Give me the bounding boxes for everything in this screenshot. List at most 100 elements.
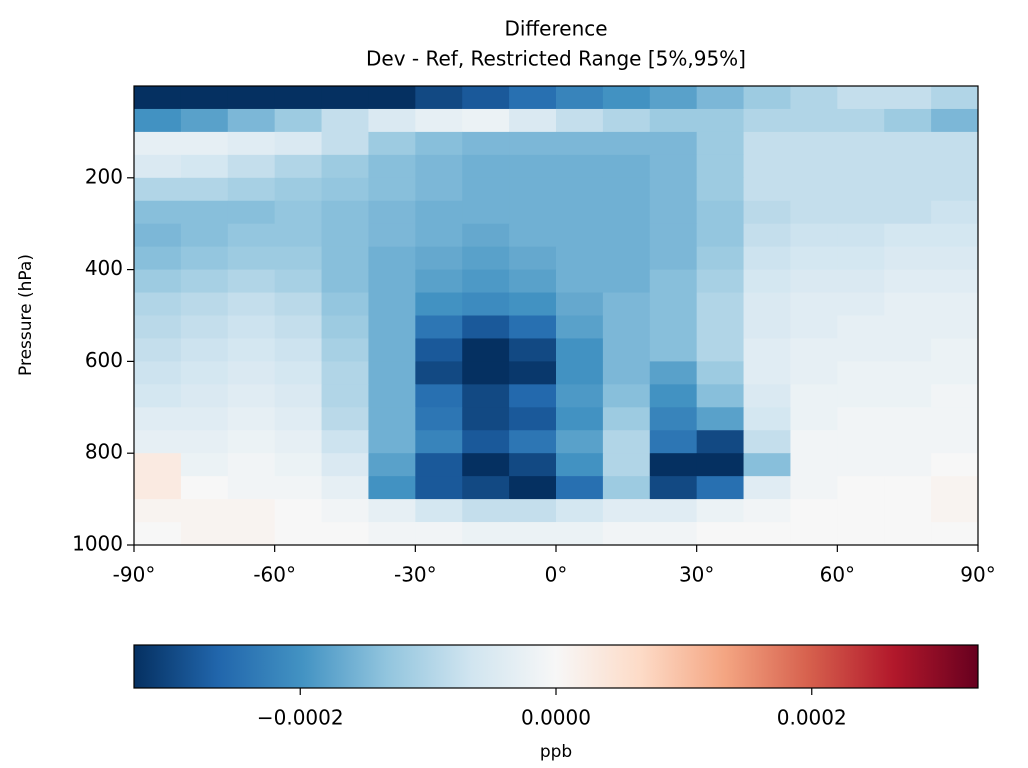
cell	[884, 476, 932, 500]
cell	[321, 499, 369, 523]
cell	[368, 384, 416, 408]
cell	[227, 177, 276, 202]
cell	[180, 131, 229, 156]
cell	[649, 476, 698, 500]
cell	[696, 154, 745, 179]
cell	[321, 86, 369, 110]
cell	[134, 361, 182, 385]
cell	[180, 86, 229, 110]
cell	[134, 154, 182, 179]
cell	[180, 338, 229, 362]
chart-subtitle: Dev - Ref, Restricted Range [5%,95%]	[366, 47, 746, 71]
cell	[790, 361, 838, 385]
cell	[556, 430, 604, 454]
cell	[180, 522, 229, 546]
cell	[368, 200, 416, 225]
cell	[696, 223, 745, 248]
heatmap	[134, 86, 979, 546]
cell	[649, 361, 698, 385]
y-tick-label: 200	[85, 164, 123, 188]
cell	[696, 131, 745, 156]
cell	[743, 522, 791, 546]
cell	[884, 361, 932, 385]
cell	[180, 499, 229, 523]
cell	[743, 476, 791, 500]
cell	[180, 430, 229, 454]
cell	[274, 86, 323, 110]
cell	[884, 223, 932, 248]
cell	[649, 131, 698, 156]
cell	[602, 430, 651, 454]
cell	[321, 131, 369, 156]
cell	[931, 177, 979, 202]
cell	[556, 223, 604, 248]
y-tick-label: 800	[85, 440, 123, 464]
cell	[509, 522, 557, 546]
cell	[509, 200, 557, 225]
cell	[274, 407, 323, 431]
cell	[415, 108, 463, 133]
cell	[509, 338, 557, 362]
cell	[790, 315, 838, 339]
cell	[509, 430, 557, 454]
cell	[884, 177, 932, 202]
cell	[696, 292, 745, 316]
cell	[790, 200, 838, 225]
cell	[884, 86, 932, 110]
cell	[602, 108, 651, 133]
cell	[415, 86, 463, 110]
cell	[790, 108, 838, 133]
cell	[602, 499, 651, 523]
x-tick-label: 30°	[679, 563, 714, 587]
cell	[321, 476, 369, 500]
cell	[743, 292, 791, 316]
cell	[931, 407, 979, 431]
cell	[602, 177, 651, 202]
cell	[696, 499, 745, 523]
cell	[790, 384, 838, 408]
cell	[743, 499, 791, 523]
cell	[602, 407, 651, 431]
cell	[462, 384, 510, 408]
cell	[134, 453, 182, 477]
cell	[602, 315, 651, 339]
cell	[321, 338, 369, 362]
cell	[368, 131, 416, 156]
cell	[134, 292, 182, 316]
cell	[649, 315, 698, 339]
cell	[180, 200, 229, 225]
cell	[180, 315, 229, 339]
cell	[790, 476, 838, 500]
chart-title: Difference	[504, 17, 607, 41]
cell	[649, 338, 698, 362]
cell	[227, 338, 276, 362]
cell	[462, 338, 510, 362]
cell	[415, 384, 463, 408]
cell	[790, 499, 838, 523]
cell	[931, 453, 979, 477]
cell	[274, 430, 323, 454]
cell	[837, 522, 885, 546]
cell	[884, 131, 932, 156]
cell	[274, 522, 323, 546]
cell	[884, 453, 932, 477]
cell	[368, 476, 416, 500]
cell	[509, 269, 557, 294]
cell	[884, 108, 932, 133]
cell	[462, 131, 510, 156]
cell	[931, 315, 979, 339]
cell	[134, 430, 182, 454]
cell	[368, 177, 416, 202]
cell	[274, 315, 323, 339]
x-tick-label: 0°	[545, 563, 568, 587]
cell	[462, 453, 510, 477]
cell	[368, 453, 416, 477]
cell	[180, 108, 229, 133]
cell	[180, 292, 229, 316]
cell	[274, 108, 323, 133]
cell	[509, 361, 557, 385]
cell	[649, 407, 698, 431]
cell	[556, 246, 604, 271]
y-axis-label: Pressure (hPa)	[16, 254, 36, 376]
